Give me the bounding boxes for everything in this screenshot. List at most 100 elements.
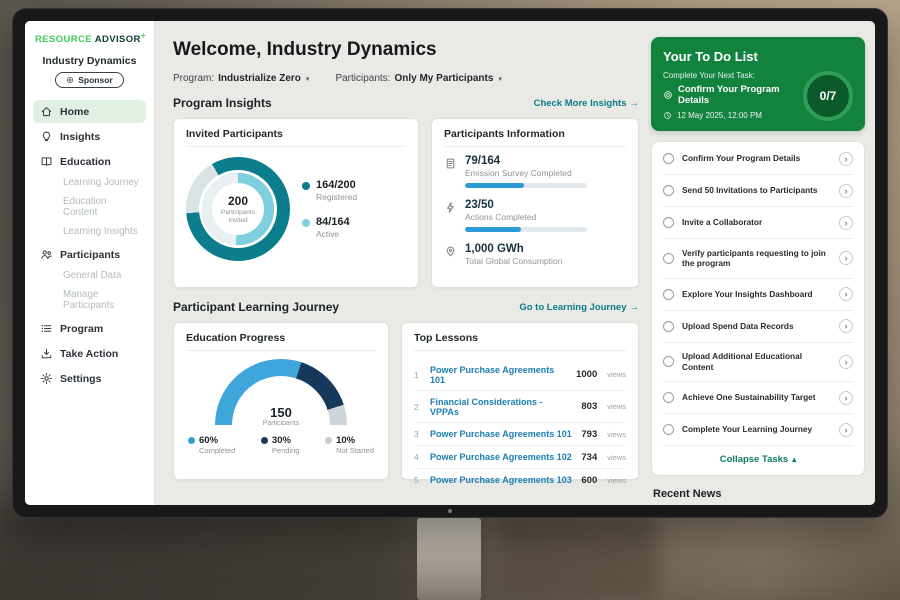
task-chevron-icon[interactable]: › [839, 390, 853, 405]
monitor-stand [417, 518, 481, 600]
task-label: Achieve One Sustainability Target [682, 392, 816, 403]
task-chevron-icon[interactable]: › [839, 215, 853, 230]
filter-dropdown[interactable]: Participants: Only My Participants ▾ [335, 73, 501, 84]
go-to-learning-journey-link[interactable]: Go to Learning Journey → [519, 301, 639, 313]
organization-name: Industry Dynamics [42, 55, 137, 68]
sidebar-item-label: Home [60, 105, 90, 118]
sponsor-badge[interactable]: Sponsor [55, 72, 124, 89]
todo-next-task[interactable]: Confirm Your Program Details [663, 84, 797, 106]
task-checkbox[interactable] [663, 185, 674, 196]
task-chevron-icon[interactable]: › [839, 183, 853, 198]
task-checkbox[interactable] [663, 153, 674, 164]
sidebar-item[interactable]: Education [33, 150, 146, 173]
legend-value: 84/164 [316, 216, 350, 228]
arrow-right-icon: → [629, 97, 640, 109]
legend-item: 30% Pending [260, 435, 299, 455]
logo-resource: RESOURCE [35, 34, 93, 46]
sidebar-item[interactable]: Insights [33, 125, 146, 148]
task-chevron-icon[interactable]: › [839, 251, 853, 266]
legend-value: 60% [199, 435, 219, 446]
lesson-index: 5 [414, 475, 419, 485]
task-chevron-icon[interactable]: › [839, 319, 853, 334]
task-chevron-icon[interactable]: › [839, 422, 853, 437]
task-label: Explore Your Insights Dashboard [682, 288, 813, 299]
task-label: Upload Additional Educational Content [682, 351, 802, 372]
task-checkbox[interactable] [663, 320, 674, 332]
task-row[interactable]: Verify participants requesting to join t… [663, 239, 853, 279]
section-title-program-insights: Program Insights [173, 96, 272, 110]
task-chevron-icon[interactable]: › [839, 354, 853, 369]
filter-dropdown[interactable]: Program: Industrialize Zero ▾ [173, 73, 309, 84]
filter-label: Program: [173, 73, 215, 84]
task-label: Complete Your Learning Journey [682, 424, 813, 435]
task-checkbox[interactable] [663, 288, 674, 300]
task-row[interactable]: Send 50 Invitations to Participants › [663, 175, 853, 207]
education-center-value: 150 [270, 405, 292, 420]
sidebar-item[interactable]: Take Action [33, 342, 146, 365]
education-progress-card: Education Progress 150 Participants [173, 322, 389, 480]
sidebar-item-label: Participants [60, 248, 121, 261]
legend-dot [260, 437, 268, 444]
legend-item: 84/164 Active [302, 216, 357, 239]
sidebar-item[interactable]: General Data [33, 266, 146, 285]
lesson-title-link[interactable]: Power Purchase Agreements 103 [430, 475, 572, 485]
task-checkbox[interactable] [663, 424, 674, 436]
task-row[interactable]: Complete Your Learning Journey › [663, 414, 853, 447]
sidebar-item-label: Settings [60, 372, 102, 385]
lesson-title-link[interactable]: Power Purchase Agreements 101 [430, 429, 572, 439]
info-value: 79/164 [465, 155, 501, 167]
lesson-row: 1 Power Purchase Agreements 101 1000 vie… [414, 359, 626, 391]
chevron-down-icon: ▾ [498, 75, 502, 83]
bezel-logo-dot [448, 509, 452, 513]
task-row[interactable]: Invite a Collaborator › [663, 207, 853, 239]
sidebar-item[interactable]: Program [33, 317, 146, 340]
task-row[interactable]: Upload Additional Educational Content › [663, 343, 853, 383]
sidebar-item[interactable]: Learning Journey [33, 173, 146, 192]
legend-dot [302, 219, 310, 227]
todo-next-task-label: Confirm Your Program Details [678, 84, 780, 106]
task-checkbox[interactable] [663, 392, 674, 404]
card-title: Invited Participants [186, 128, 406, 147]
check-more-insights-link[interactable]: Check More Insights → [533, 97, 640, 109]
collapse-tasks-button[interactable]: Collapse Tasks ▴ [719, 454, 797, 466]
lesson-index: 2 [414, 401, 419, 412]
lesson-views-count: 734 [581, 451, 598, 463]
task-checkbox[interactable] [663, 217, 674, 228]
page-title: Welcome, Industry Dynamics [173, 39, 437, 60]
task-row[interactable]: Achieve One Sustainability Target › [663, 382, 853, 415]
todo-progress-ring: 0/7 [803, 71, 853, 121]
chevron-up-icon: ▴ [792, 455, 797, 465]
section-title-learning-journey: Participant Learning Journey [173, 300, 340, 314]
education-legend: 60% Completed 30% Pending [186, 435, 376, 455]
sidebar-item-icon [40, 248, 53, 261]
task-checkbox[interactable] [663, 252, 674, 264]
task-checkbox[interactable] [663, 356, 674, 368]
task-label: Invite a Collaborator [682, 217, 763, 228]
sponsor-badge-label: Sponsor [78, 75, 113, 86]
sidebar-item[interactable]: Participants [33, 243, 146, 266]
legend-item: 164/200 Registered [302, 179, 357, 202]
task-chevron-icon[interactable]: › [839, 287, 853, 302]
filter-label: Participants: [335, 73, 391, 84]
legend-label: Not Started [336, 446, 374, 455]
lesson-views-unit: views [607, 452, 626, 462]
sidebar-item-label: Education Content [63, 196, 107, 219]
lesson-title-link[interactable]: Power Purchase Agreements 101 [430, 364, 555, 385]
info-label: Actions Completed [465, 212, 537, 222]
task-row[interactable]: Confirm Your Program Details › [663, 143, 853, 175]
logo-advisor: ADVISOR+ [94, 31, 146, 46]
task-chevron-icon[interactable]: › [839, 151, 853, 166]
info-row: 1,000 GWh Total Global Consumption [444, 243, 626, 266]
sidebar-item[interactable]: Education Content [33, 192, 146, 222]
sidebar-item[interactable]: Home [33, 100, 146, 124]
lesson-title-link[interactable]: Financial Considerations - VPPAs [430, 396, 543, 417]
filter-value: Only My Participants [394, 73, 494, 84]
sidebar-item[interactable]: Settings [33, 367, 146, 390]
task-row[interactable]: Explore Your Insights Dashboard › [663, 279, 853, 311]
lesson-title-link[interactable]: Power Purchase Agreements 102 [430, 452, 572, 462]
task-row[interactable]: Upload Spend Data Records › [663, 311, 853, 343]
top-lessons-card: Top Lessons 1 Power Purchase Agreements … [401, 322, 639, 486]
sidebar-item[interactable]: Manage Participants [33, 285, 146, 315]
task-label: Upload Spend Data Records [682, 320, 794, 331]
sidebar-item[interactable]: Learning Insights [33, 222, 146, 241]
